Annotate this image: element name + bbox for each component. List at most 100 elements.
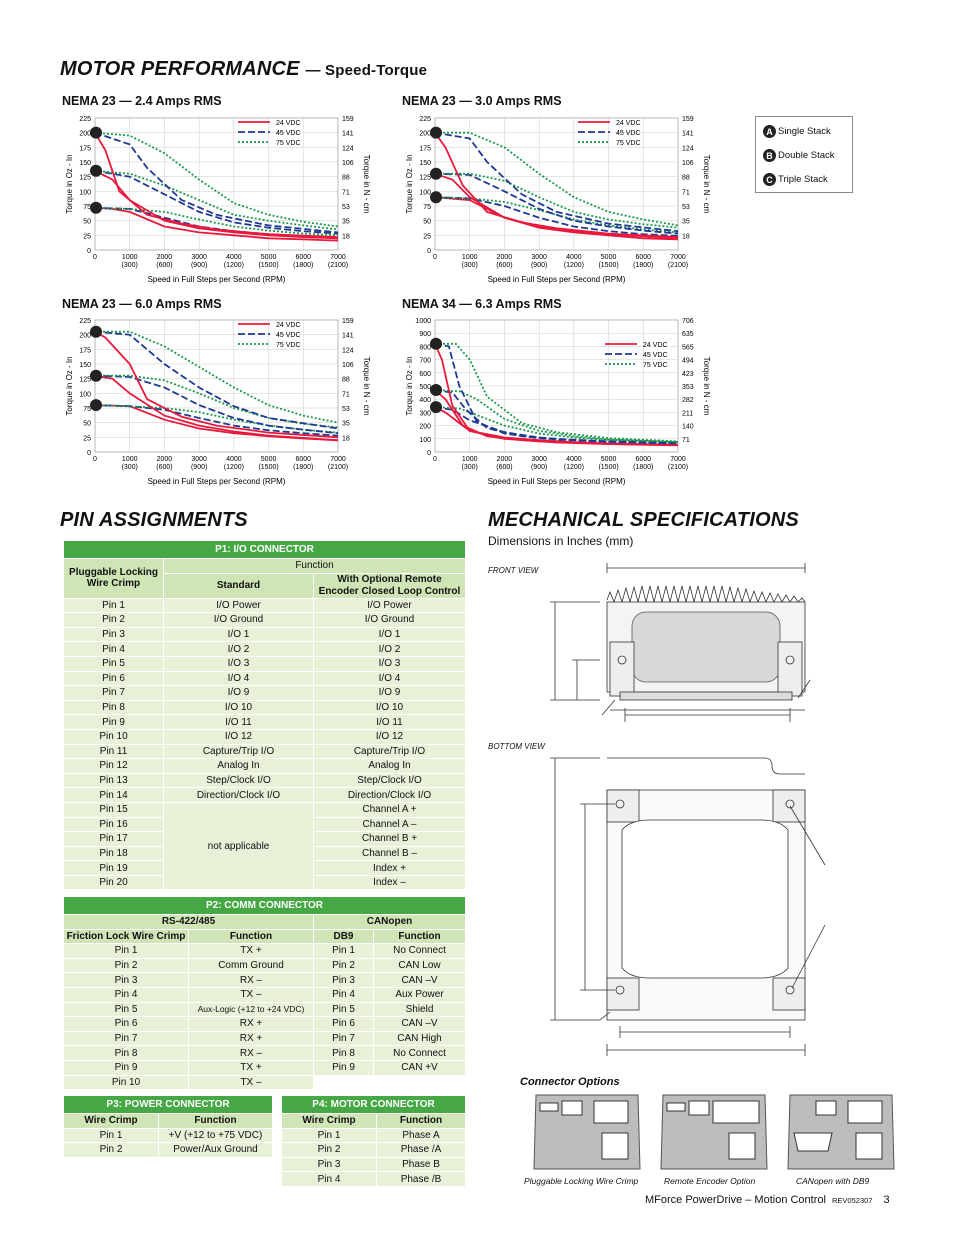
series-line-C-24-vdc	[94, 132, 339, 238]
y-tick-label: 50	[83, 421, 91, 428]
x-tick-label: 3000	[531, 456, 547, 463]
x-tick-label: 4000	[566, 456, 582, 463]
p3-title: P3: POWER CONNECTOR	[63, 1095, 273, 1114]
y2-tick-label: 35	[342, 421, 350, 428]
x-tick-label: 7000	[670, 456, 686, 463]
table-row: Pin 8 I/O 10 I/O 10	[63, 699, 466, 716]
pin-cell: Pin 15	[63, 801, 164, 818]
table-row: Pin 19 Index +	[63, 860, 466, 876]
y2-tick-label: 141	[682, 131, 694, 138]
bottom-view-label: BOTTOM VIEW	[488, 742, 545, 751]
x-tick-rpm-label: (1200)	[564, 262, 584, 269]
p1-col-function: Function	[163, 558, 466, 574]
y-tick-label: 200	[79, 333, 91, 340]
pin-cell: Pin 9	[63, 1059, 189, 1076]
series-line-C-75-vdc	[94, 131, 339, 228]
x-tick-label: 4000	[226, 254, 242, 261]
pin-cell: Pin 7	[313, 1030, 374, 1047]
pin-cell: Pin 12	[63, 758, 164, 774]
x-tick-rpm-label: (1500)	[598, 464, 618, 471]
y2-tick-label: 124	[682, 145, 694, 152]
x-axis-label: Speed in Full Steps per Second (RPM)	[488, 477, 626, 486]
y2-tick-label: 35	[682, 219, 690, 226]
chart-title-2: NEMA 23 — 3.0 Amps RMS	[402, 94, 562, 108]
y2-axis-label: Torque in N - cm	[362, 155, 371, 214]
table-row: Pin 7 I/O 9 I/O 9	[63, 685, 466, 701]
function-cell: I/O Ground	[313, 612, 466, 628]
y-tick-label: 125	[79, 175, 91, 182]
function-cell: Power/Aux Ground	[158, 1142, 273, 1158]
function-cell: TX +	[188, 943, 314, 959]
function-cell: Phase /B	[376, 1171, 466, 1187]
function-cell: Step/Clock I/O	[163, 772, 314, 789]
pin-cell: Pin 16	[63, 816, 164, 833]
badge-a-icon: A	[763, 125, 776, 138]
table-row: Pin 4 Phase /B	[281, 1171, 466, 1187]
function-cell: I/O 4	[163, 670, 314, 687]
y2-tick-label: 18	[342, 233, 350, 240]
y-tick-label: 600	[419, 371, 431, 378]
torque-chart-nema34-6-3a: 1000 900 800 700 600 500 400 300 200 100 0 706 635 56…	[400, 312, 720, 492]
legend-label: Triple Stack	[778, 174, 828, 185]
table-row: Pin 10 I/O 12 I/O 12	[63, 728, 466, 745]
function-cell: I/O 1	[313, 626, 466, 643]
x-axis-label: Speed in Full Steps per Second (RPM)	[488, 275, 626, 284]
pin-cell: Pin 9	[313, 1059, 374, 1076]
function-cell: Aux Power	[373, 986, 466, 1003]
p4-motor-connector-table: P4: MOTOR CONNECTOR Wire Crimp Function …	[281, 1095, 466, 1187]
x-tick-rpm-label: (1200)	[564, 464, 584, 471]
series-line-B-24-vdc	[434, 389, 679, 447]
table-row: Pin 12 Analog In Analog In	[63, 758, 466, 774]
table-row: Pin 13 Step/Clock I/O Step/Clock I/O	[63, 772, 466, 789]
legend-label: 75 VDC	[643, 362, 668, 369]
y-tick-label: 25	[423, 233, 431, 240]
pin-cell: Pin 7	[63, 685, 164, 701]
series-line-C-75-vdc	[435, 342, 679, 443]
x-tick-rpm-label: (1500)	[258, 464, 278, 471]
y-tick-label: 225	[79, 116, 91, 123]
motor-performance-title: MOTOR PERFORMANCE — Speed-Torque	[60, 58, 427, 81]
pin-cell: Pin 1	[313, 943, 374, 959]
legend-label: Double Stack	[778, 150, 835, 161]
x-axis-label: Speed in Full Steps per Second (RPM)	[148, 275, 286, 284]
function-cell: I/O 3	[313, 655, 466, 672]
y2-tick-label: 18	[342, 435, 350, 442]
p1-col-remote: With Optional Remote Encoder Closed Loop…	[313, 572, 466, 599]
stack-legend: A Single Stack B Double Stack C Triple Stac…	[755, 116, 853, 193]
x-tick-label: 2000	[157, 254, 173, 261]
x-tick-label: 0	[433, 254, 437, 261]
p1-col-standard: Standard	[163, 572, 314, 599]
p3-power-connector-table: P3: POWER CONNECTOR Wire Crimp Function …	[63, 1095, 273, 1158]
torque-chart-nema23-2-4a: 225 200 175 150 125 100 75 50 25 0 159 141 124 106 88 7…	[60, 110, 380, 290]
series-line-C-24-vdc	[94, 330, 339, 439]
legend-label: 45 VDC	[276, 130, 301, 137]
function-cell: +V (+12 to +75 VDC)	[158, 1127, 273, 1144]
x-tick-rpm-label: (900)	[531, 262, 547, 269]
table-row: Pin 2 Power/Aux Ground	[63, 1142, 273, 1158]
pin-cell: Pin 11	[63, 743, 164, 760]
y2-tick-label: 635	[682, 331, 694, 338]
footer-page: 3	[883, 1194, 890, 1206]
connector-option-label-2: Remote Encoder Option	[664, 1176, 756, 1186]
function-cell: I/O 1	[163, 626, 314, 643]
series-line-C-45-vdc	[94, 330, 339, 430]
legend-label: 24 VDC	[276, 322, 301, 329]
pin-cell: Pin 5	[313, 1001, 374, 1018]
pin-cell: Pin 5	[63, 655, 164, 672]
series-line-C-45-vdc	[434, 342, 679, 445]
x-tick-rpm-label: (900)	[191, 262, 207, 269]
function-cell	[373, 1074, 466, 1091]
p2-group-rs: RS-422/485	[63, 914, 314, 930]
x-tick-label: 3000	[191, 456, 207, 463]
table-row: Pin 6 I/O 4 I/O 4	[63, 670, 466, 687]
table-row: Pin 7 RX + Pin 7 CAN High	[63, 1030, 466, 1047]
pin-cell: Pin 3	[313, 972, 374, 988]
x-tick-label: 0	[433, 456, 437, 463]
legend-label: 24 VDC	[276, 120, 301, 127]
stack-marker-c	[90, 325, 102, 338]
function-cell: I/O 10	[313, 699, 466, 716]
function-cell: I/O 12	[163, 728, 314, 745]
chart-title-1: NEMA 23 — 2.4 Amps RMS	[62, 94, 222, 108]
y2-axis-label: Torque in N - cm	[362, 357, 371, 416]
y-axis-label: Torque in Oz - In	[65, 356, 74, 415]
